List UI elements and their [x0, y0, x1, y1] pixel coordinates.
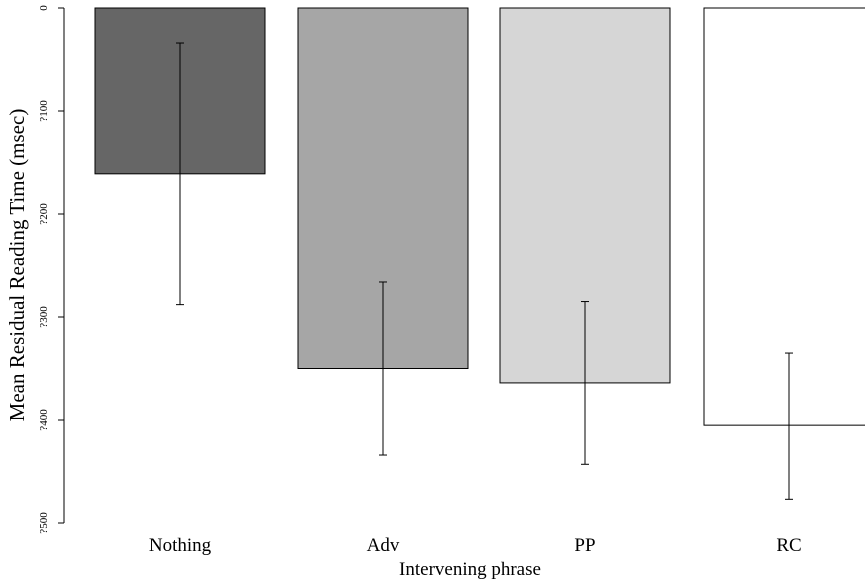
y-axis: 0 ?100 ?200 ?300 ?400 ?500 — [38, 5, 64, 534]
y-tick-label: ?200 — [38, 203, 50, 225]
x-category-label: PP — [574, 535, 595, 556]
x-category-label: RC — [776, 535, 801, 556]
x-category-label: Nothing — [149, 535, 212, 556]
error-bars — [176, 43, 793, 499]
y-axis-title: Mean Residual Reading Time (msec) — [5, 109, 29, 422]
y-tick-label: 0 — [38, 5, 50, 11]
y-tick-label: ?100 — [38, 100, 50, 122]
x-axis-title: Intervening phrase — [399, 559, 541, 580]
y-tick-label: ?400 — [38, 409, 50, 431]
bars — [95, 8, 865, 425]
y-tick-label: ?300 — [38, 306, 50, 328]
bar-rc — [704, 8, 865, 425]
y-tick-label: ?500 — [38, 512, 50, 534]
x-axis-categories: Nothing Adv PP RC — [149, 535, 802, 556]
x-category-label: Adv — [367, 535, 400, 556]
